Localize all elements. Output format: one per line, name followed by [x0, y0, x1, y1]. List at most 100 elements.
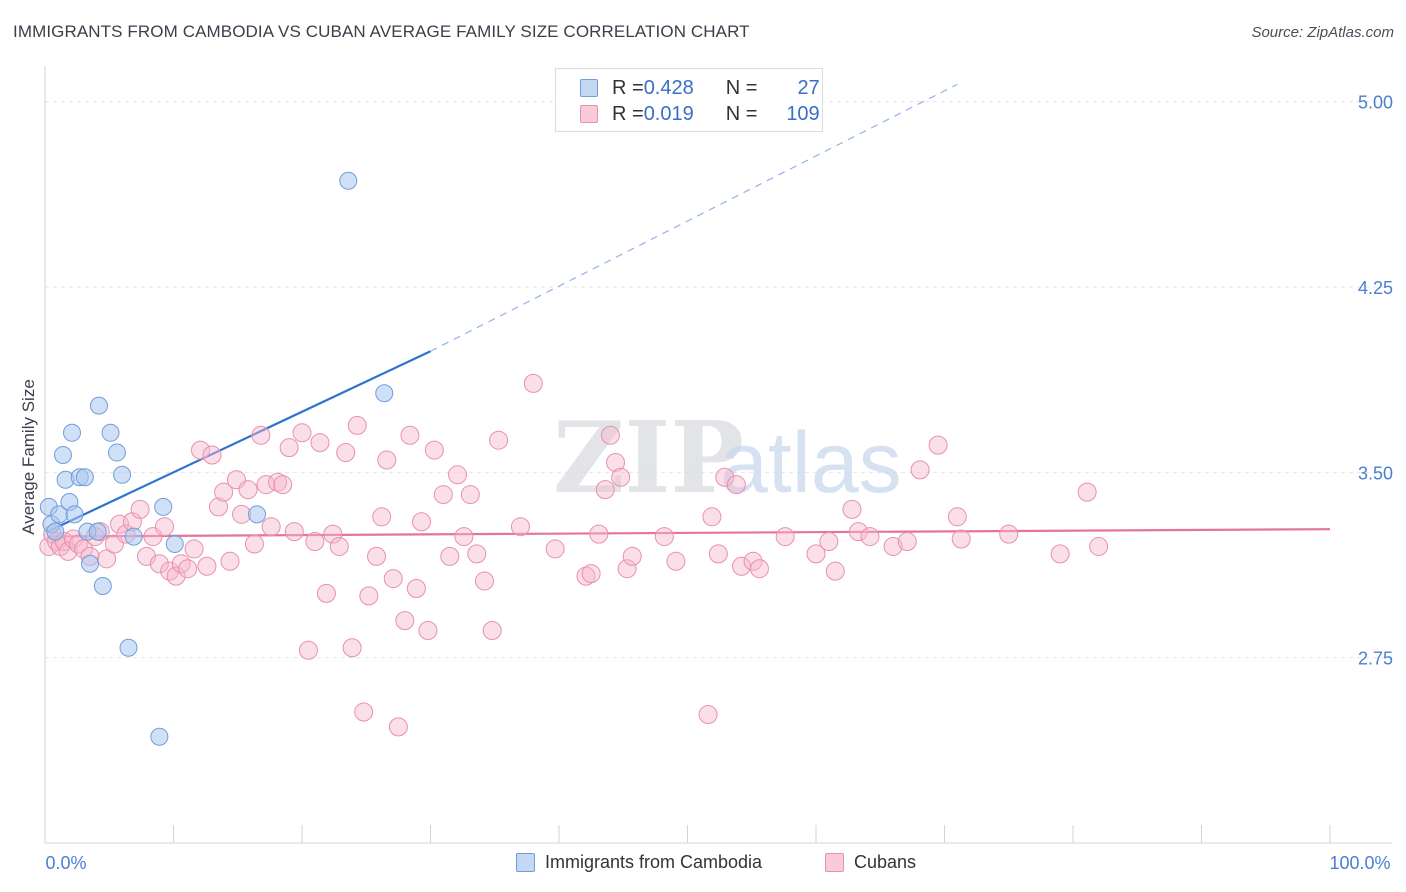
point-cubans-32 — [220, 551, 240, 571]
point-cambodia-26 — [375, 384, 394, 403]
point-cubans-51 — [336, 443, 356, 463]
point-cubans-42 — [279, 438, 299, 458]
point-cambodia-8 — [65, 505, 84, 524]
point-cubans-103 — [848, 522, 868, 542]
point-cubans-48 — [316, 583, 336, 603]
point-cubans-98 — [775, 527, 795, 547]
point-cubans-67 — [433, 485, 453, 505]
point-cubans-106 — [897, 532, 917, 552]
point-cambodia-10 — [75, 468, 94, 487]
point-cubans-21 — [155, 517, 175, 537]
point-cubans-46 — [305, 532, 325, 552]
point-cubans-97 — [749, 559, 769, 579]
point-cubans-89 — [666, 551, 686, 571]
point-cubans-105 — [883, 536, 903, 556]
point-cubans-40 — [268, 472, 288, 492]
point-cubans-38 — [256, 475, 276, 495]
point-cambodia-19 — [119, 638, 138, 657]
point-cubans-91 — [702, 507, 722, 527]
point-cubans-83 — [600, 425, 620, 445]
point-cubans-63 — [406, 578, 426, 598]
point-cubans-54 — [354, 702, 374, 722]
point-cubans-112 — [1050, 544, 1070, 564]
y-axis-label: Average Family Size — [19, 379, 38, 535]
point-cubans-70 — [454, 527, 474, 547]
point-cambodia-12 — [80, 554, 99, 573]
legend-swatch-cubans — [580, 105, 598, 123]
legend-n-label: N = — [725, 76, 758, 99]
point-cambodia-2 — [46, 522, 65, 541]
point-cubans-52 — [342, 638, 362, 658]
point-cubans-50 — [329, 536, 349, 556]
y-tick-label-3: 5.00 — [1358, 93, 1393, 113]
point-cubans-5 — [58, 541, 78, 561]
point-cubans-65 — [418, 620, 438, 640]
point-cubans-114 — [1089, 536, 1109, 556]
point-cubans-94 — [726, 475, 746, 495]
point-cambodia-23 — [165, 534, 184, 553]
bottom-legend-label-cubans: Cubans — [854, 852, 917, 872]
point-cubans-101 — [825, 561, 845, 581]
point-cubans-34 — [232, 504, 252, 524]
point-cubans-47 — [310, 433, 330, 453]
point-cubans-43 — [284, 522, 304, 542]
point-cubans-111 — [999, 524, 1019, 544]
point-cubans-78 — [545, 539, 565, 559]
point-cambodia-24 — [248, 505, 267, 524]
y-tick-labels: 2.75 3.50 4.25 5.00 — [1358, 93, 1393, 669]
point-cambodia-4 — [53, 446, 72, 465]
point-cubans-62 — [400, 425, 420, 445]
point-cubans-85 — [611, 467, 631, 487]
point-cambodia-21 — [150, 727, 169, 746]
legend-row-cambodia: R = 0.428 N = 27 — [580, 76, 820, 100]
trend-line-cubans — [47, 528, 1331, 538]
point-cubans-99 — [806, 544, 826, 564]
point-cubans-35 — [238, 480, 258, 500]
legend-swatch-cambodia — [580, 79, 598, 97]
point-cambodia-18 — [113, 465, 132, 484]
x-tick-label-start: 0.0% — [45, 853, 86, 873]
y-tick-label-2: 4.25 — [1358, 278, 1393, 298]
point-cubans-29 — [202, 445, 222, 465]
point-cubans-61 — [395, 611, 415, 631]
point-cubans-102 — [842, 499, 862, 519]
point-cubans-107 — [910, 460, 930, 480]
point-cubans-81 — [589, 524, 609, 544]
bottom-legend-label-cambodia: Immigrants from Cambodia — [545, 852, 763, 872]
bottom-legend-swatch-cambodia — [516, 853, 535, 872]
point-cubans-75 — [489, 430, 509, 450]
trend-line-cambodia — [47, 350, 431, 533]
point-cambodia-20 — [124, 527, 143, 546]
point-cambodia-7 — [62, 423, 81, 442]
point-cubans-49 — [323, 524, 343, 544]
point-cambodia-14 — [89, 396, 108, 415]
point-cubans-68 — [440, 546, 460, 566]
watermark-atlas: atlas — [720, 415, 902, 511]
point-cubans-66 — [424, 440, 444, 460]
point-cubans-41 — [273, 475, 293, 495]
point-cubans-24 — [171, 554, 191, 574]
point-cubans-53 — [347, 415, 367, 435]
point-cubans-104 — [860, 527, 880, 547]
legend-r-label: R = — [612, 102, 644, 125]
point-cubans-17 — [130, 499, 150, 519]
y-tick-label-0: 2.75 — [1358, 649, 1393, 669]
point-cambodia-22 — [154, 497, 173, 516]
point-cubans-12 — [97, 549, 117, 569]
chart-title: IMMIGRANTS FROM CAMBODIA VS CUBAN AVERAG… — [13, 22, 750, 41]
legend-r-value: 0.019 — [643, 102, 694, 125]
point-cubans-39 — [261, 517, 281, 537]
point-cambodia-13 — [88, 522, 107, 541]
axes — [44, 66, 1392, 844]
point-cambodia-15 — [93, 577, 112, 595]
point-cubans-87 — [622, 546, 642, 566]
point-cubans-23 — [166, 566, 186, 586]
point-cubans-44 — [292, 423, 312, 443]
point-cubans-30 — [208, 497, 228, 517]
point-cubans-31 — [214, 482, 234, 502]
point-cambodia-16 — [101, 423, 120, 442]
point-cubans-37 — [251, 425, 271, 445]
point-cubans-88 — [654, 527, 674, 547]
point-cubans-76 — [510, 517, 530, 537]
point-cambodia-25 — [339, 171, 358, 190]
